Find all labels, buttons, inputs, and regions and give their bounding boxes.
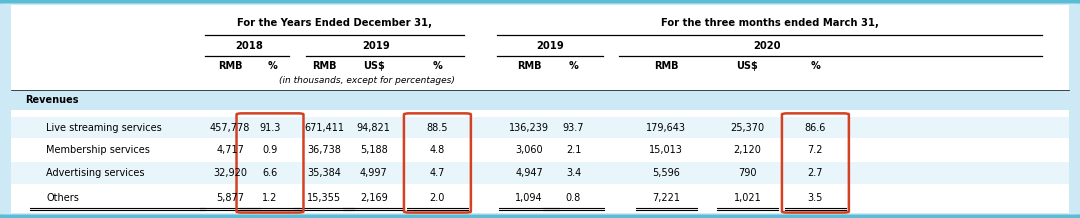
Text: %: % [568, 61, 579, 72]
Text: 2,169: 2,169 [360, 193, 388, 203]
Text: 2.1: 2.1 [566, 145, 581, 155]
Text: 4,997: 4,997 [360, 168, 388, 178]
Text: 32,920: 32,920 [213, 168, 247, 178]
Text: 2019: 2019 [536, 41, 564, 51]
Text: For the Years Ended December 31,: For the Years Ended December 31, [238, 18, 432, 28]
Text: 3.4: 3.4 [566, 168, 581, 178]
Text: 2.7: 2.7 [808, 168, 823, 178]
Text: Advertising services: Advertising services [46, 168, 145, 178]
Text: Revenues: Revenues [25, 95, 79, 105]
Text: 457,778: 457,778 [210, 123, 251, 133]
Text: RMB: RMB [218, 61, 242, 72]
Text: For the three months ended March 31,: For the three months ended March 31, [661, 18, 878, 28]
Text: 6.6: 6.6 [262, 168, 278, 178]
Text: Live streaming services: Live streaming services [46, 123, 162, 133]
Text: 2019: 2019 [362, 41, 390, 51]
Text: RMB: RMB [517, 61, 541, 72]
Text: 2,120: 2,120 [733, 145, 761, 155]
Text: 2020: 2020 [753, 41, 781, 51]
Text: %: % [267, 61, 278, 72]
Text: 1.2: 1.2 [262, 193, 278, 203]
Text: 136,239: 136,239 [509, 123, 550, 133]
Text: Membership services: Membership services [46, 145, 150, 155]
Text: (in thousands, except for percentages): (in thousands, except for percentages) [280, 76, 455, 85]
Text: 4,717: 4,717 [216, 145, 244, 155]
Text: 94,821: 94,821 [356, 123, 391, 133]
Text: 7,221: 7,221 [652, 193, 680, 203]
Text: 5,596: 5,596 [652, 168, 680, 178]
Text: 15,013: 15,013 [649, 145, 684, 155]
Bar [11, 90, 1069, 110]
Text: 91.3: 91.3 [259, 123, 281, 133]
Bar [11, 117, 1069, 138]
Text: 36,738: 36,738 [307, 145, 341, 155]
Text: 0.9: 0.9 [262, 145, 278, 155]
Text: RMB: RMB [312, 61, 336, 72]
Text: 790: 790 [738, 168, 757, 178]
Bar [11, 162, 1069, 184]
Text: US$: US$ [363, 61, 384, 72]
Text: 5,877: 5,877 [216, 193, 244, 203]
Text: 3,060: 3,060 [515, 145, 543, 155]
Text: 4.7: 4.7 [430, 168, 445, 178]
Text: 5,188: 5,188 [360, 145, 388, 155]
Text: 1,021: 1,021 [733, 193, 761, 203]
Text: 2.0: 2.0 [430, 193, 445, 203]
Text: RMB: RMB [654, 61, 678, 72]
Text: 179,643: 179,643 [646, 123, 687, 133]
Text: 88.5: 88.5 [427, 123, 448, 133]
Text: 35,384: 35,384 [307, 168, 341, 178]
Text: 25,370: 25,370 [730, 123, 765, 133]
Text: 4,947: 4,947 [515, 168, 543, 178]
Text: 86.6: 86.6 [805, 123, 826, 133]
Text: %: % [432, 61, 443, 72]
Text: 7.2: 7.2 [808, 145, 823, 155]
Text: 671,411: 671,411 [303, 123, 345, 133]
Text: 3.5: 3.5 [808, 193, 823, 203]
Text: US$: US$ [737, 61, 758, 72]
Text: %: % [810, 61, 821, 72]
Text: 1,094: 1,094 [515, 193, 543, 203]
Text: 2018: 2018 [235, 41, 264, 51]
Text: Others: Others [46, 193, 79, 203]
FancyBboxPatch shape [11, 5, 1069, 213]
Text: 93.7: 93.7 [563, 123, 584, 133]
Text: 0.8: 0.8 [566, 193, 581, 203]
Text: 15,355: 15,355 [307, 193, 341, 203]
Text: 4.8: 4.8 [430, 145, 445, 155]
